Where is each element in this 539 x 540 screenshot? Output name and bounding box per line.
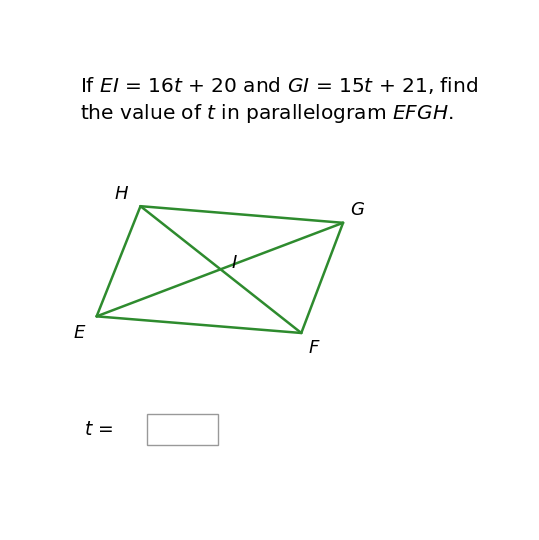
Text: $\mathit{G}$: $\mathit{G}$ [350, 201, 365, 219]
Text: If $\mathit{EI}$ = 16$\mathit{t}$ + 20 and $\mathit{GI}$ = 15$\mathit{t}$ + 21, : If $\mathit{EI}$ = 16$\mathit{t}$ + 20 a… [80, 75, 478, 96]
Text: $\mathit{I}$: $\mathit{I}$ [231, 254, 238, 272]
Text: $\mathit{H}$: $\mathit{H}$ [114, 185, 129, 202]
Text: $\mathit{t}$ =: $\mathit{t}$ = [84, 420, 113, 440]
Text: $\mathit{F}$: $\mathit{F}$ [308, 339, 320, 356]
Text: the value of $\mathit{t}$ in parallelogram $\mathit{EFGH}$.: the value of $\mathit{t}$ in parallelogr… [80, 102, 453, 125]
FancyBboxPatch shape [147, 414, 218, 446]
Text: $\mathit{E}$: $\mathit{E}$ [73, 324, 87, 342]
